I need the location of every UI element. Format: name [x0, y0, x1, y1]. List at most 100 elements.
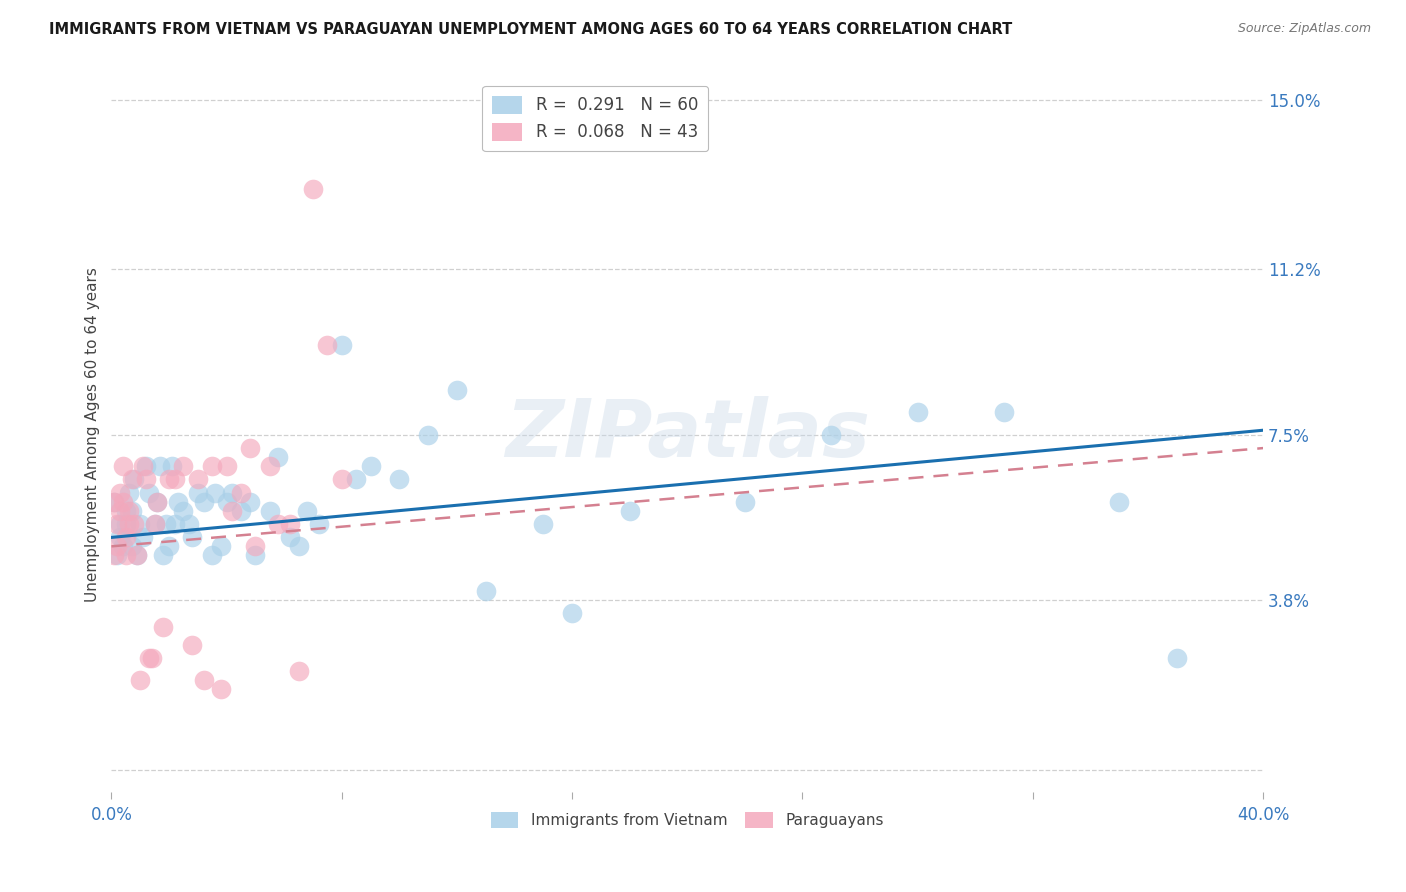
Point: [278, 530, 301, 544]
Point: [105, 516, 128, 531]
Point: [163, 516, 186, 531]
Point: [103, 494, 125, 508]
Point: [157, 539, 180, 553]
Point: [114, 503, 136, 517]
Text: IMMIGRANTS FROM VIETNAM VS PARAGUAYAN UNEMPLOYMENT AMONG AGES 60 TO 64 YEARS COR: IMMIGRANTS FROM VIETNAM VS PARAGUAYAN UN…: [49, 22, 1012, 37]
Point: [187, 485, 209, 500]
Point: [155, 516, 177, 531]
Point: [316, 338, 339, 352]
Point: [179, 516, 201, 531]
Point: [149, 458, 172, 473]
Point: [118, 485, 141, 500]
Point: [143, 516, 166, 531]
Point: [239, 441, 262, 455]
Point: [820, 427, 842, 442]
Point: [157, 472, 180, 486]
Point: [531, 516, 554, 531]
Point: [229, 503, 252, 517]
Point: [103, 549, 125, 563]
Point: [215, 458, 238, 473]
Point: [259, 503, 281, 517]
Point: [245, 539, 267, 553]
Point: [124, 472, 146, 486]
Point: [245, 549, 267, 563]
Y-axis label: Unemployment Among Ages 60 to 64 years: Unemployment Among Ages 60 to 64 years: [86, 268, 100, 602]
Point: [135, 458, 157, 473]
Point: [105, 539, 128, 553]
Point: [114, 516, 136, 531]
Point: [201, 458, 224, 473]
Point: [267, 516, 290, 531]
Point: [172, 458, 194, 473]
Point: [619, 503, 641, 517]
Point: [108, 516, 131, 531]
Point: [127, 549, 149, 563]
Point: [193, 494, 215, 508]
Point: [166, 494, 188, 508]
Point: [111, 494, 134, 508]
Point: [287, 539, 309, 553]
Point: [446, 383, 468, 397]
Point: [474, 584, 496, 599]
Point: [141, 651, 163, 665]
Point: [734, 494, 756, 508]
Point: [259, 458, 281, 473]
Point: [416, 427, 439, 442]
Point: [124, 516, 146, 531]
Point: [111, 458, 134, 473]
Point: [121, 503, 143, 517]
Point: [129, 516, 152, 531]
Point: [221, 485, 243, 500]
Point: [267, 450, 290, 464]
Point: [118, 516, 141, 531]
Point: [132, 458, 155, 473]
Point: [108, 530, 131, 544]
Point: [108, 503, 131, 517]
Point: [135, 472, 157, 486]
Point: [138, 651, 160, 665]
Point: [907, 405, 929, 419]
Point: [105, 549, 128, 563]
Point: [278, 516, 301, 531]
Point: [121, 539, 143, 553]
Point: [152, 549, 174, 563]
Point: [360, 458, 382, 473]
Point: [388, 472, 411, 486]
Legend: Immigrants from Vietnam, Paraguayans: Immigrants from Vietnam, Paraguayans: [485, 805, 890, 834]
Point: [103, 494, 125, 508]
Point: [287, 665, 309, 679]
Point: [993, 405, 1015, 419]
Point: [118, 503, 141, 517]
Point: [108, 485, 131, 500]
Point: [215, 494, 238, 508]
Point: [344, 472, 367, 486]
Point: [129, 673, 152, 688]
Point: [132, 530, 155, 544]
Point: [181, 638, 204, 652]
Point: [152, 620, 174, 634]
Point: [330, 472, 353, 486]
Point: [187, 472, 209, 486]
Point: [209, 682, 232, 697]
Point: [193, 673, 215, 688]
Point: [561, 607, 583, 621]
Point: [201, 549, 224, 563]
Point: [204, 485, 226, 500]
Point: [330, 338, 353, 352]
Point: [308, 516, 330, 531]
Point: [160, 458, 183, 473]
Point: [239, 494, 262, 508]
Point: [121, 472, 143, 486]
Point: [302, 182, 325, 196]
Point: [181, 530, 204, 544]
Point: [1166, 651, 1188, 665]
Point: [163, 472, 186, 486]
Point: [1108, 494, 1130, 508]
Point: [172, 503, 194, 517]
Text: ZIPatlas: ZIPatlas: [505, 396, 870, 474]
Point: [127, 549, 149, 563]
Point: [221, 503, 243, 517]
Point: [111, 539, 134, 553]
Point: [143, 516, 166, 531]
Point: [146, 494, 169, 508]
